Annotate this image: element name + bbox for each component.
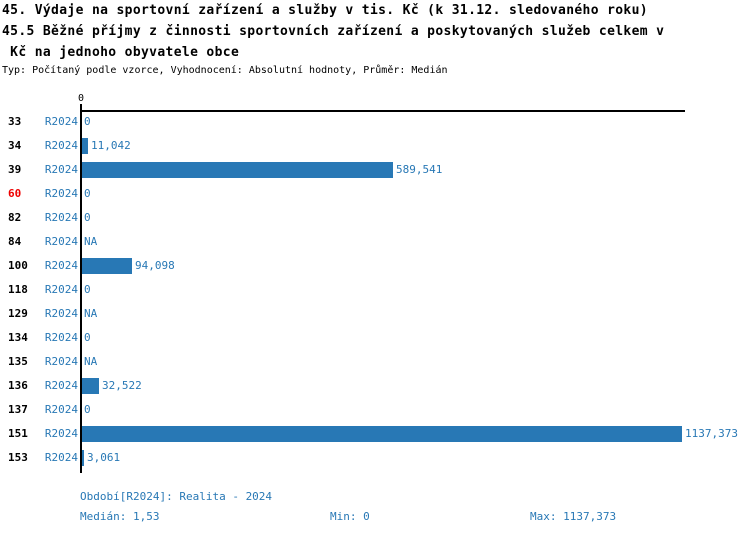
page-title-line2: 45.5 Běžné příjmy z činnosti sportovních…: [2, 24, 665, 39]
row-category-label: 134: [8, 331, 28, 344]
row-category-label: 118: [8, 283, 28, 296]
row-category-label: 151: [8, 427, 28, 440]
x-axis-line: [80, 110, 685, 112]
chart-row: 84 R2024 NA: [0, 230, 750, 254]
chart-row: 33 R2024 0: [0, 110, 750, 134]
row-value-label: 0: [84, 115, 91, 128]
row-period-label: R2024: [44, 139, 78, 152]
row-category-label: 33: [8, 115, 22, 128]
chart-row: 137 R2024 0: [0, 398, 750, 422]
bar: [82, 162, 393, 178]
bar: [82, 378, 99, 394]
row-period-label: R2024: [44, 115, 78, 128]
chart-row: 82 R2024 0: [0, 206, 750, 230]
row-period-label: R2024: [44, 283, 78, 296]
period-info: Období[R2024]: Realita - 2024: [80, 490, 273, 503]
row-period-label: R2024: [44, 403, 78, 416]
row-period-label: R2024: [44, 451, 78, 464]
chart-row: 136 R2024 32,522: [0, 374, 750, 398]
row-value-label: 11,042: [91, 139, 131, 152]
row-value-label: 0: [84, 187, 91, 200]
row-category-label: 100: [8, 259, 28, 272]
row-category-label: 136: [8, 379, 28, 392]
row-category-label: 135: [8, 355, 28, 368]
row-period-label: R2024: [44, 259, 78, 272]
bar: [82, 258, 132, 274]
bar: [82, 450, 84, 466]
bar: [82, 138, 88, 154]
chart-row: 135 R2024 NA: [0, 350, 750, 374]
row-period-label: R2024: [44, 307, 78, 320]
chart-row: 39 R2024 589,541: [0, 158, 750, 182]
row-value-label: NA: [84, 235, 98, 248]
row-period-label: R2024: [44, 379, 78, 392]
row-value-label: 0: [84, 283, 91, 296]
row-category-label: 39: [8, 163, 22, 176]
chart-row: 129 R2024 NA: [0, 302, 750, 326]
row-category-label: 153: [8, 451, 28, 464]
chart-row: 34 R2024 11,042: [0, 134, 750, 158]
bar: [82, 426, 682, 442]
median-stat: Medián: 1,53: [80, 510, 160, 523]
row-value-label: 589,541: [396, 163, 443, 176]
x-axis-tick-label-zero: 0: [77, 93, 85, 104]
row-period-label: R2024: [44, 163, 78, 176]
y-axis-line: [80, 104, 82, 473]
row-value-label: NA: [84, 307, 98, 320]
chart-row: 100 R2024 94,098: [0, 254, 750, 278]
page-title-line1: 45. Výdaje na sportovní zařízení a služb…: [2, 3, 648, 18]
row-category-label: 34: [8, 139, 22, 152]
row-value-label: 32,522: [102, 379, 142, 392]
min-stat: Min: 0: [330, 510, 370, 523]
max-stat: Max: 1137,373: [530, 510, 617, 523]
row-period-label: R2024: [44, 211, 78, 224]
row-value-label: 1137,373: [685, 427, 738, 440]
chart-row: 153 R2024 3,061: [0, 446, 750, 470]
row-value-label: NA: [84, 355, 98, 368]
row-value-label: 0: [84, 403, 91, 416]
row-category-label: 137: [8, 403, 28, 416]
chart-meta-info: Typ: Počítaný podle vzorce, Vyhodnocení:…: [2, 65, 448, 76]
chart-row: 134 R2024 0: [0, 326, 750, 350]
chart-row: 151 R2024 1137,373: [0, 422, 750, 446]
row-category-label: 60: [8, 187, 22, 200]
row-period-label: R2024: [44, 355, 78, 368]
page-title-line3: Kč na jednoho obyvatele obce: [2, 45, 240, 60]
row-period-label: R2024: [44, 187, 78, 200]
row-period-label: R2024: [44, 235, 78, 248]
row-category-label: 82: [8, 211, 22, 224]
row-period-label: R2024: [44, 331, 78, 344]
row-value-label: 0: [84, 211, 91, 224]
row-value-label: 0: [84, 331, 91, 344]
row-value-label: 94,098: [135, 259, 175, 272]
row-value-label: 3,061: [87, 451, 121, 464]
chart-row: 60 R2024 0: [0, 182, 750, 206]
row-period-label: R2024: [44, 427, 78, 440]
row-category-label: 84: [8, 235, 22, 248]
chart-row: 118 R2024 0: [0, 278, 750, 302]
row-category-label: 129: [8, 307, 28, 320]
